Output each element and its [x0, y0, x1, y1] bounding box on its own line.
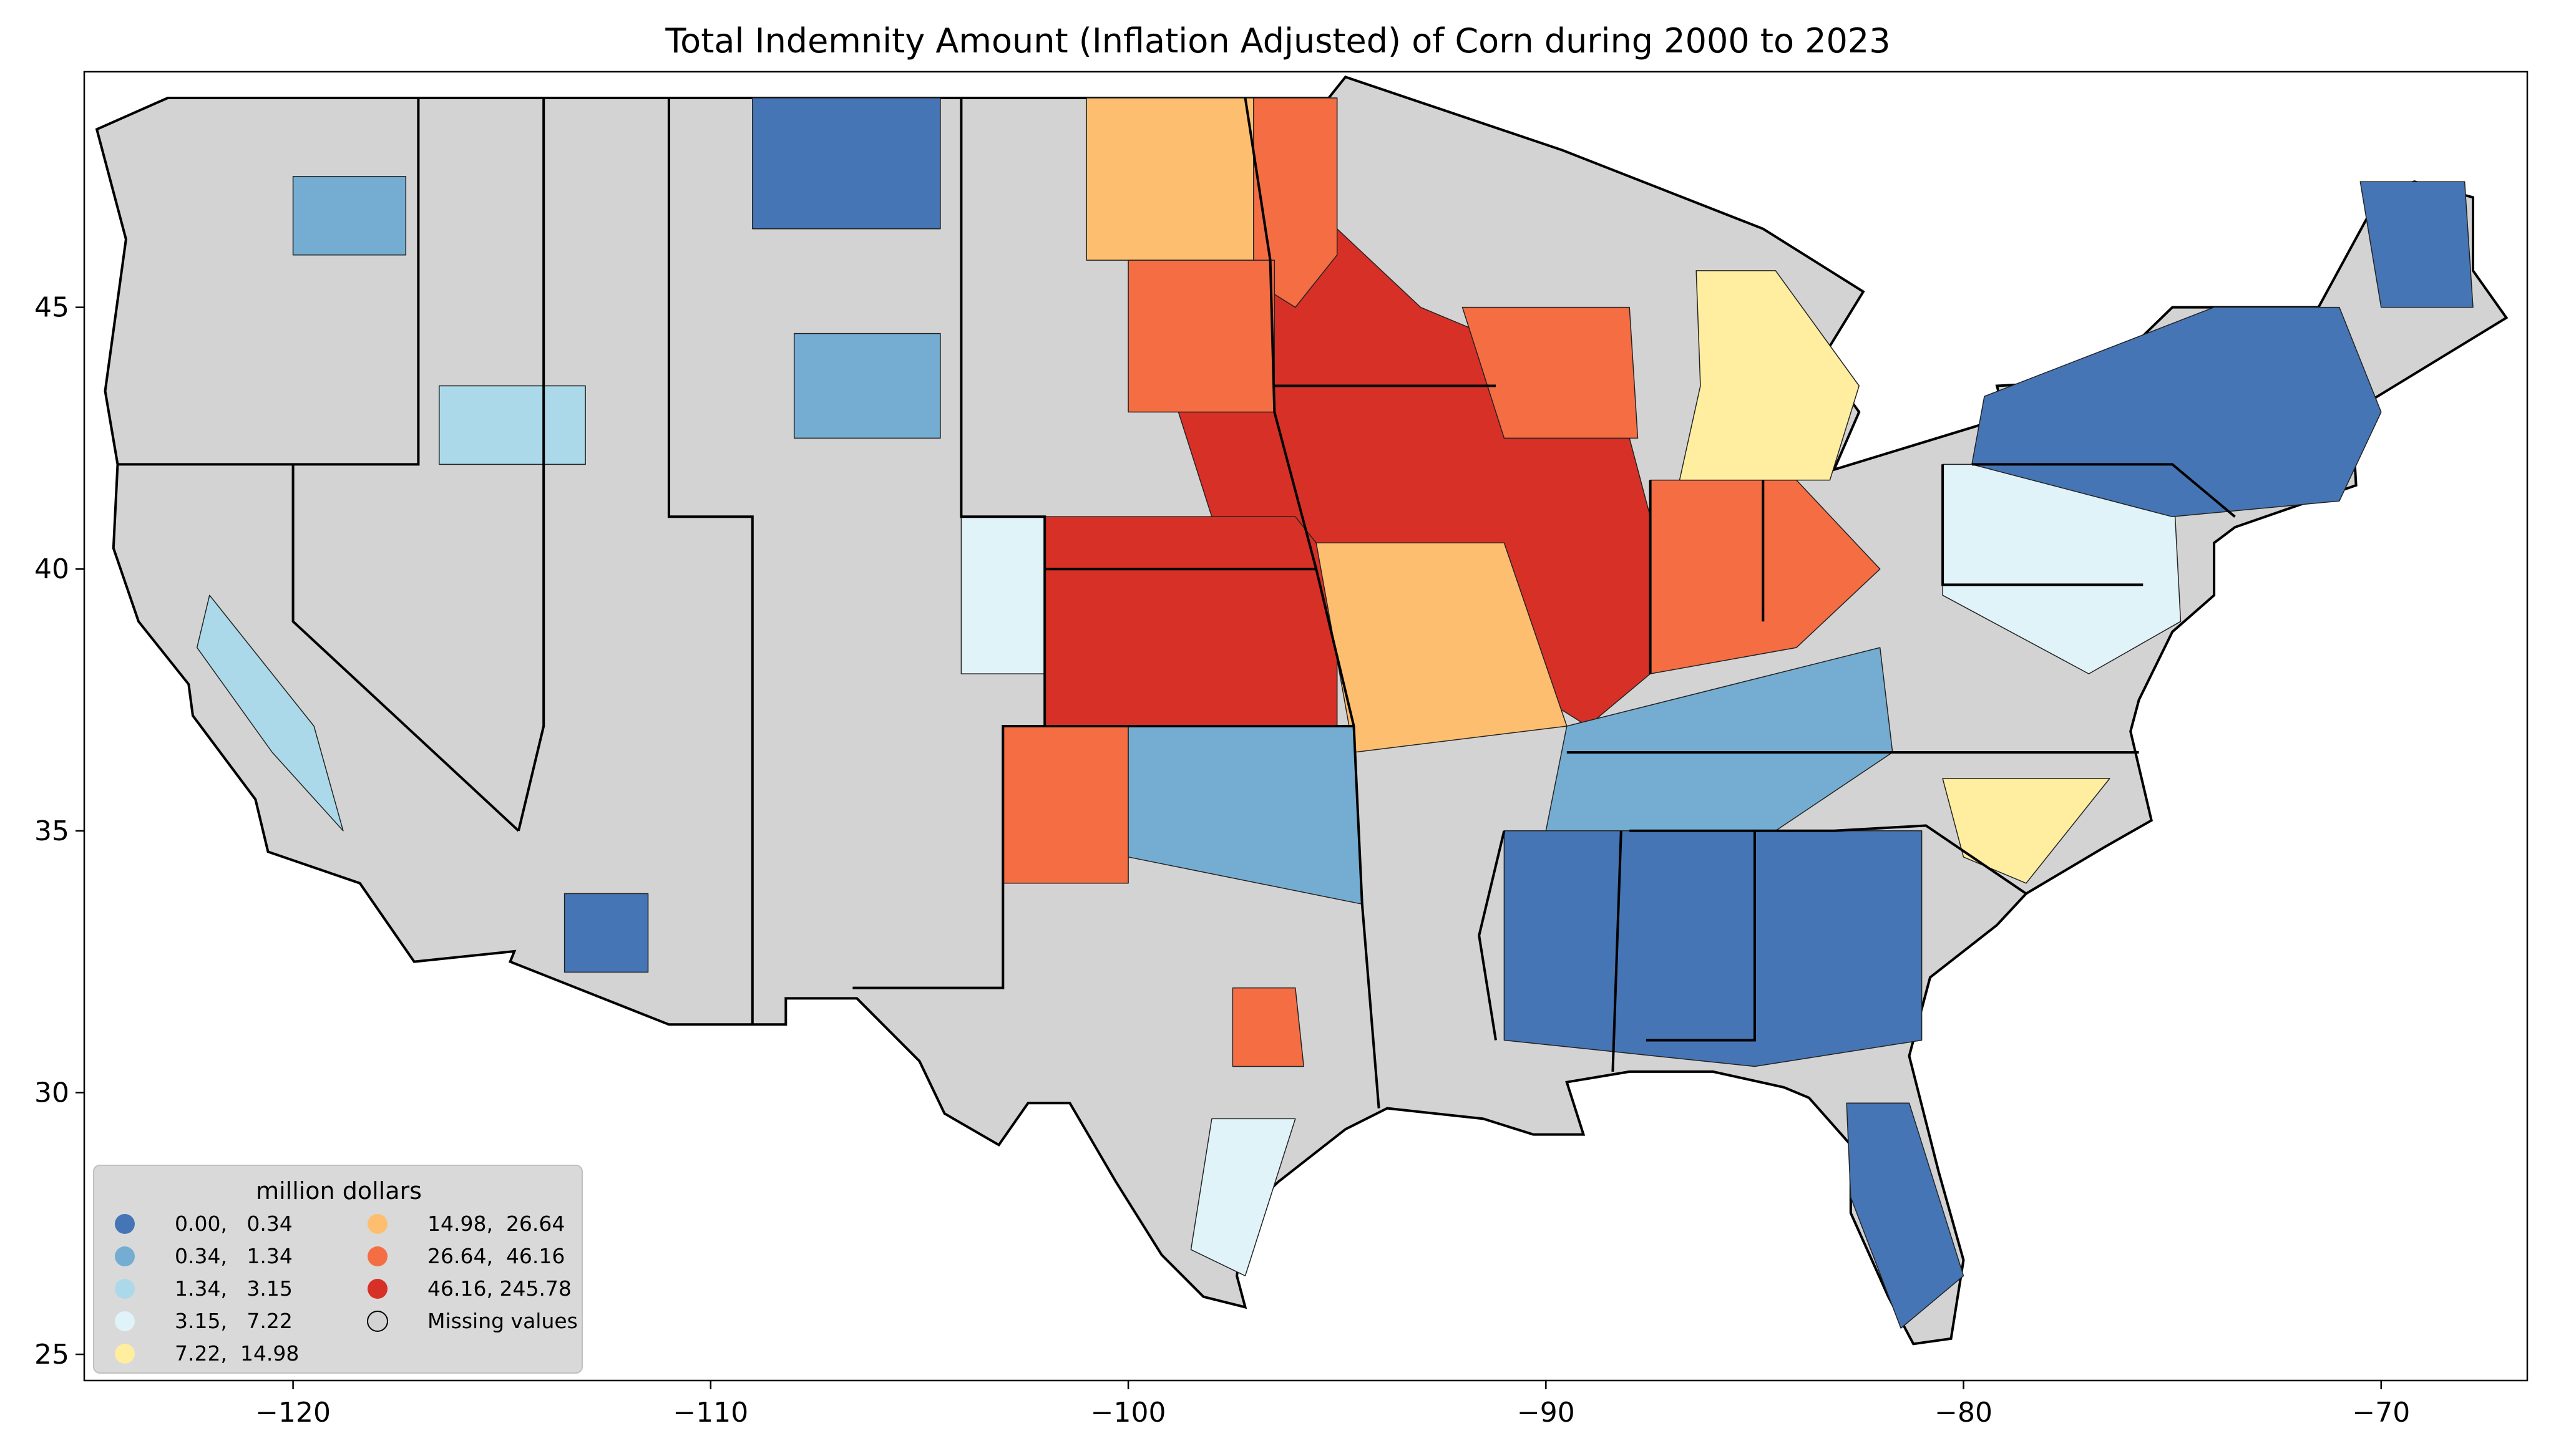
state-line-15 — [1478, 830, 1506, 1041]
state-line-3 — [517, 98, 545, 832]
state-line-13 — [1941, 464, 2144, 586]
x-axis-ticks: −120 −110 −100 −90 −80 −70 — [255, 1381, 2410, 1429]
region-1 — [1044, 516, 1338, 727]
region-20 — [793, 332, 941, 439]
state-line-4 — [291, 464, 520, 832]
x-tick-label: −90 — [1517, 1397, 1575, 1429]
legend-label: 0.00, 0.34 — [175, 1211, 293, 1236]
legend-marker — [115, 1214, 135, 1234]
legend-marker — [115, 1344, 135, 1364]
map-area — [95, 75, 2509, 1346]
legend: million dollars 0.00, 0.34 0.34, 1.34 1.34… — [93, 1165, 583, 1374]
indemnity-regions — [196, 97, 2474, 1329]
legend-box — [93, 1165, 583, 1374]
y-tick-label: 25 — [34, 1339, 69, 1371]
x-tick-label: −120 — [255, 1397, 331, 1429]
region-9 — [1679, 270, 1860, 481]
legend-marker — [368, 1246, 388, 1266]
state-line-10 — [1629, 824, 2027, 895]
region-18 — [2359, 181, 2474, 308]
region-23 — [196, 595, 344, 832]
region-22 — [439, 385, 586, 465]
state-line-2 — [667, 98, 754, 1025]
legend-label: 1.34, 3.15 — [175, 1276, 293, 1301]
legend-marker — [368, 1214, 388, 1234]
state-line-14 — [1971, 463, 2236, 518]
y-tick-label: 30 — [34, 1077, 69, 1109]
x-tick-label: −110 — [673, 1397, 748, 1429]
y-tick-label: 35 — [34, 815, 69, 847]
legend-marker — [367, 1311, 388, 1332]
y-axis-ticks: 25 30 35 40 45 — [34, 292, 84, 1371]
region-19 — [752, 97, 941, 230]
legend-label: 46.16, 245.78 — [427, 1276, 572, 1301]
region-15 — [1942, 778, 2110, 884]
region-12 — [1232, 987, 1304, 1067]
region-10 — [1545, 647, 1893, 832]
legend-marker — [115, 1311, 135, 1331]
state-boundaries — [117, 97, 2236, 1109]
axes-frame — [83, 70, 2529, 1382]
y-tick-label: 40 — [34, 553, 69, 585]
region-26 — [1846, 1102, 1964, 1329]
legend-items: 0.00, 0.34 0.34, 1.34 1.34, 3.15 3.15, 7.22… — [115, 1211, 578, 1366]
legend-label: Missing values — [427, 1309, 578, 1333]
legend-title: million dollars — [256, 1177, 422, 1205]
region-3 — [1086, 97, 1254, 261]
state-line-5 — [117, 98, 420, 466]
legend-marker — [115, 1279, 135, 1299]
legend-label: 3.15, 7.22 — [175, 1309, 293, 1333]
region-24 — [563, 893, 649, 973]
y-tick-label: 45 — [34, 292, 69, 324]
state-line-17 — [1646, 830, 1756, 1042]
legend-label: 14.98, 26.64 — [427, 1211, 565, 1236]
x-tick-label: −70 — [2352, 1397, 2410, 1429]
legend-marker — [368, 1279, 388, 1299]
x-tick-label: −80 — [1934, 1397, 1993, 1429]
legend-marker — [115, 1246, 135, 1266]
state-line-16 — [1611, 830, 1622, 1072]
region-5 — [1461, 306, 1639, 439]
region-8 — [1002, 726, 1129, 884]
legend-label: 26.64, 46.16 — [427, 1244, 565, 1268]
region-4 — [1128, 260, 1276, 413]
legend-label: 7.22, 14.98 — [175, 1341, 299, 1366]
region-21 — [292, 176, 407, 256]
legend-label: 0.34, 1.34 — [175, 1244, 293, 1268]
region-25 — [960, 516, 1045, 674]
x-tick-label: −100 — [1091, 1397, 1166, 1429]
region-13 — [1190, 1118, 1296, 1276]
map-title: Total Indemnity Amount (Inflation Adjust… — [665, 21, 1891, 61]
region-16 — [1503, 830, 1923, 1067]
